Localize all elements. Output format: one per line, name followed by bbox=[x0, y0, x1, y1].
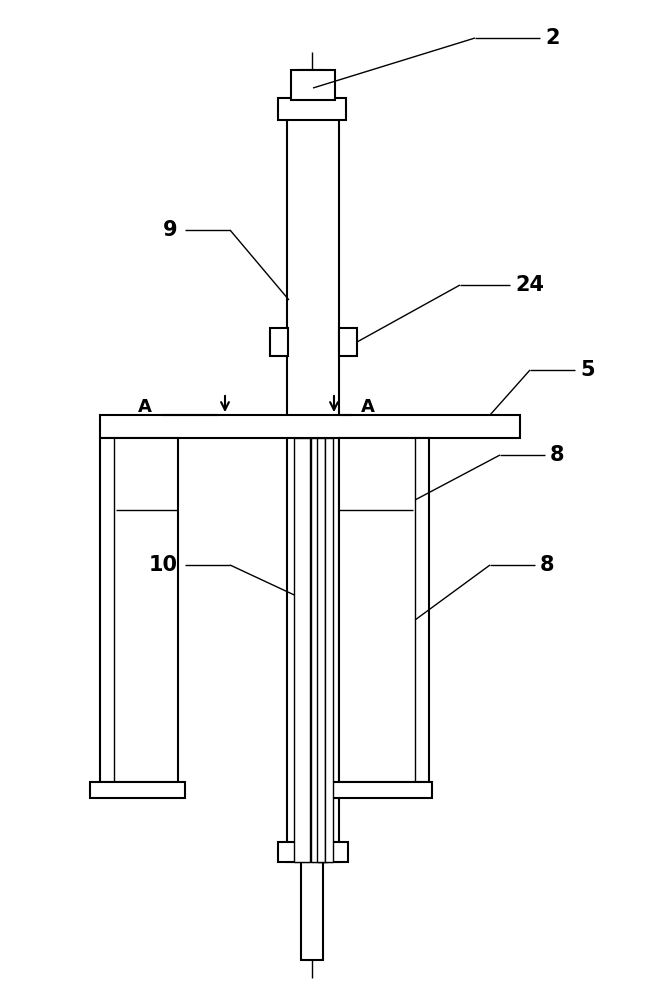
Bar bbox=[278, 842, 348, 862]
Text: A: A bbox=[361, 398, 375, 416]
Bar bbox=[100, 415, 520, 438]
Bar bbox=[332, 782, 432, 798]
Bar bbox=[301, 70, 323, 960]
Text: 9: 9 bbox=[163, 220, 178, 240]
Bar bbox=[339, 328, 357, 356]
Text: 24: 24 bbox=[515, 275, 544, 295]
Bar bbox=[270, 328, 288, 356]
Text: 5: 5 bbox=[580, 360, 595, 380]
Bar bbox=[291, 70, 335, 100]
Bar bbox=[317, 438, 325, 862]
Text: A: A bbox=[138, 398, 152, 416]
Bar bbox=[287, 115, 339, 862]
Bar bbox=[294, 438, 310, 862]
Bar bbox=[278, 98, 346, 120]
Bar bbox=[90, 782, 185, 798]
Bar bbox=[100, 438, 178, 782]
Bar bbox=[311, 438, 327, 862]
Bar bbox=[325, 438, 333, 862]
Text: 10: 10 bbox=[149, 555, 178, 575]
Text: 8: 8 bbox=[540, 555, 554, 575]
Text: 8: 8 bbox=[550, 445, 564, 465]
Text: 2: 2 bbox=[545, 28, 560, 48]
Bar bbox=[339, 438, 429, 782]
